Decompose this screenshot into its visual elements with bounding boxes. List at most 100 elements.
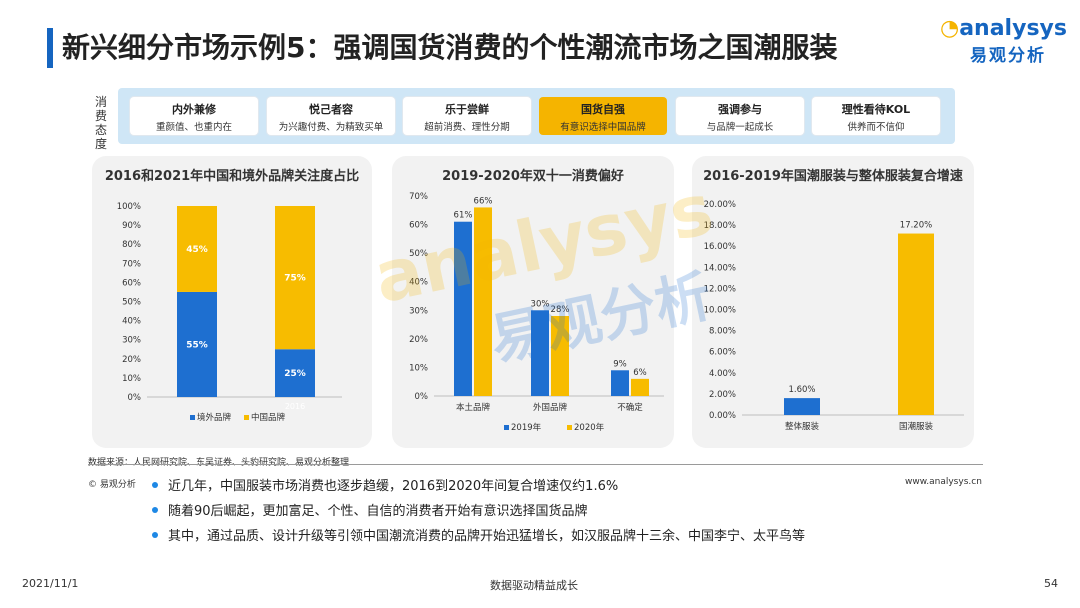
data-label: 25% — [284, 369, 306, 379]
data-label: 61% — [454, 211, 473, 221]
y-tick-label: 50% — [122, 298, 141, 308]
attitude-strip: 内外兼修 重颜值、也重内在 悦己者容 为兴趣付费、为精致买单 乐于尝鲜 超前消费、理性… — [118, 88, 955, 144]
footer-date: 2021/11/1 — [22, 577, 79, 590]
legend-swatch — [567, 425, 572, 430]
data-label: 66% — [474, 196, 493, 206]
bullet-text: 其中，通过品质、设计升级等引领中国潮流消费的品牌开始迅猛增长，如汉服品牌十三余、… — [168, 529, 806, 544]
footer-slogan: 数据驱动精益成长 — [490, 579, 578, 592]
bullet-dot-icon — [152, 506, 158, 513]
copyright: © 易观分析 — [88, 480, 136, 490]
attitude-item: 乐于尝鲜 超前消费、理性分期 — [403, 97, 531, 135]
data-label: 30% — [531, 299, 550, 309]
bullet-item: 随着90后崛起，更加富足、个性、自信的消费者开始有意识选择国货品牌 — [152, 500, 588, 519]
brand-logo: ◔analysys 易观分析 — [940, 16, 1070, 72]
page-title: 新兴细分市场示例5：强调国货消费的个性潮流市场之国潮服装 — [62, 31, 838, 64]
y-tick-label: 70% — [409, 192, 428, 202]
bullet-text: 随着90后崛起，更加富足、个性、自信的消费者开始有意识选择国货品牌 — [168, 504, 588, 519]
bar — [474, 207, 492, 396]
bullet-text: 近几年，中国服装市场消费也逐步趋缓，2016到2020年间复合增速仅约1.6% — [168, 479, 619, 494]
attitude-item-title: 乐于尝鲜 — [445, 103, 489, 116]
bar — [898, 233, 934, 415]
y-tick-label: 14.00% — [704, 263, 736, 273]
chart-title: 2019-2020年双十一消费偏好 — [442, 169, 624, 184]
chart-title: 2016-2019年国潮服装与整体服装复合增速 — [703, 169, 963, 184]
y-tick-label: 70% — [122, 259, 141, 269]
y-tick-label: 50% — [409, 249, 428, 259]
attitude-item-sub: 与品牌一起成长 — [706, 122, 774, 133]
y-tick-label: 8.00% — [709, 327, 736, 337]
chart-growth: 0.00% 2.00% 4.00% 6.00% 8.00% 10.00% 12.00% 14.… — [704, 200, 964, 432]
chart-double11: 0%10%20%30%40%50%60%70%61%66%本土品牌30%28%外… — [409, 192, 664, 433]
bullet-dot-icon — [152, 481, 158, 488]
bullet-dot-icon — [152, 531, 158, 538]
y-tick-label: 20.00% — [704, 200, 736, 210]
legend-label: 境外品牌 — [197, 412, 232, 423]
data-label: 45% — [186, 245, 208, 255]
attitude-item-sub: 为兴趣付费、为精致买单 — [278, 122, 384, 133]
y-tick-label: 30% — [409, 306, 428, 316]
data-label: 1.60% — [788, 385, 815, 395]
chart-panel-growth: 2016-2019年国潮服装与整体服装复合增速 0.00% 2.00% 4.00% 6… — [692, 156, 974, 448]
y-tick-label: 4.00% — [709, 369, 736, 379]
x-category-label: 外国品牌 — [533, 402, 568, 413]
bar — [531, 310, 549, 396]
y-tick-label: 100% — [117, 202, 141, 212]
legend-label: 2019年 — [511, 422, 542, 433]
y-tick-label: 60% — [122, 278, 141, 288]
divider — [88, 464, 983, 465]
bar-segment — [275, 349, 315, 397]
legend-swatch — [244, 415, 249, 420]
bar-segment — [177, 291, 217, 397]
data-source: 数据来源：人民网研究院、东吴证券、头豹研究院、易观分析整理 — [88, 458, 350, 468]
y-tick-label: 10% — [409, 363, 428, 373]
data-label: 6% — [633, 368, 647, 378]
y-tick-label: 20% — [122, 355, 141, 365]
y-tick-label: 10% — [122, 374, 141, 384]
attitude-label: 消费态度 — [95, 95, 108, 151]
attitude-item-title: 理性看待KOL — [841, 103, 911, 116]
attitude-item: 悦己者容 为兴趣付费、为精致买单 — [267, 97, 395, 135]
x-category-label: 整体服装 — [785, 421, 820, 432]
attitude-item: 内外兼修 重颜值、也重内在 — [130, 97, 258, 135]
y-tick-label: 18.00% — [704, 221, 736, 231]
logo-mark-icon: ◔ — [940, 16, 960, 41]
bullet-item: 其中，通过品质、设计升级等引领中国潮流消费的品牌开始迅猛增长，如汉服品牌十三余、… — [152, 525, 805, 544]
legend-label: 2020年 — [574, 422, 605, 433]
x-category-label: 本土品牌 — [456, 402, 491, 413]
attitude-item: 强调参与 与品牌一起成长 — [676, 97, 804, 135]
y-tick-label: 0% — [128, 393, 142, 403]
y-tick-label: 0% — [415, 392, 429, 402]
y-tick-label: 40% — [409, 278, 428, 288]
attitude-item-title: 国货自强 — [581, 103, 625, 116]
data-label: 55% — [186, 340, 208, 350]
data-label: 75% — [284, 274, 306, 284]
y-tick-label: 0.00% — [709, 411, 736, 421]
legend-swatch — [504, 425, 509, 430]
attitude-item-sub: 有意识选择中国品牌 — [560, 122, 646, 133]
legend-label: 中国品牌 — [251, 412, 286, 423]
y-tick-label: 12.00% — [704, 284, 736, 294]
bar-segment — [275, 206, 315, 350]
website-link[interactable]: www.analysys.cn — [905, 477, 982, 487]
chart-panel-double11: 2019-2020年双十一消费偏好 0% 10% 20% 30% 40% 50% 60% 70… — [392, 156, 674, 448]
attitude-item-sub: 重颜值、也重内在 — [155, 122, 232, 133]
bullet-item: 近几年，中国服装市场消费也逐步趋缓，2016到2020年间复合增速仅约1.6% — [152, 475, 618, 494]
y-tick-label: 30% — [122, 336, 141, 346]
x-category-label: 国潮服装 — [899, 421, 934, 432]
attitude-item-sub: 供养而不信仰 — [847, 122, 905, 133]
x-category-label: 2016 — [285, 402, 305, 411]
bar — [784, 398, 820, 415]
bar — [631, 378, 649, 396]
logo-wordmark: ◔analysys — [940, 16, 1067, 41]
y-tick-label: 40% — [122, 317, 141, 327]
x-category-label: 不确定 — [617, 402, 643, 413]
data-label: 17.20% — [900, 221, 932, 231]
data-label: 9% — [613, 359, 627, 369]
data-label: 28% — [551, 305, 570, 315]
y-tick-label: 2.00% — [709, 390, 736, 400]
title-accent-bar — [47, 28, 53, 68]
bar — [611, 370, 629, 396]
bar — [454, 221, 472, 396]
bar — [551, 316, 569, 396]
chart-title: 2016和2021年中国和境外品牌关注度占比 — [104, 169, 360, 184]
